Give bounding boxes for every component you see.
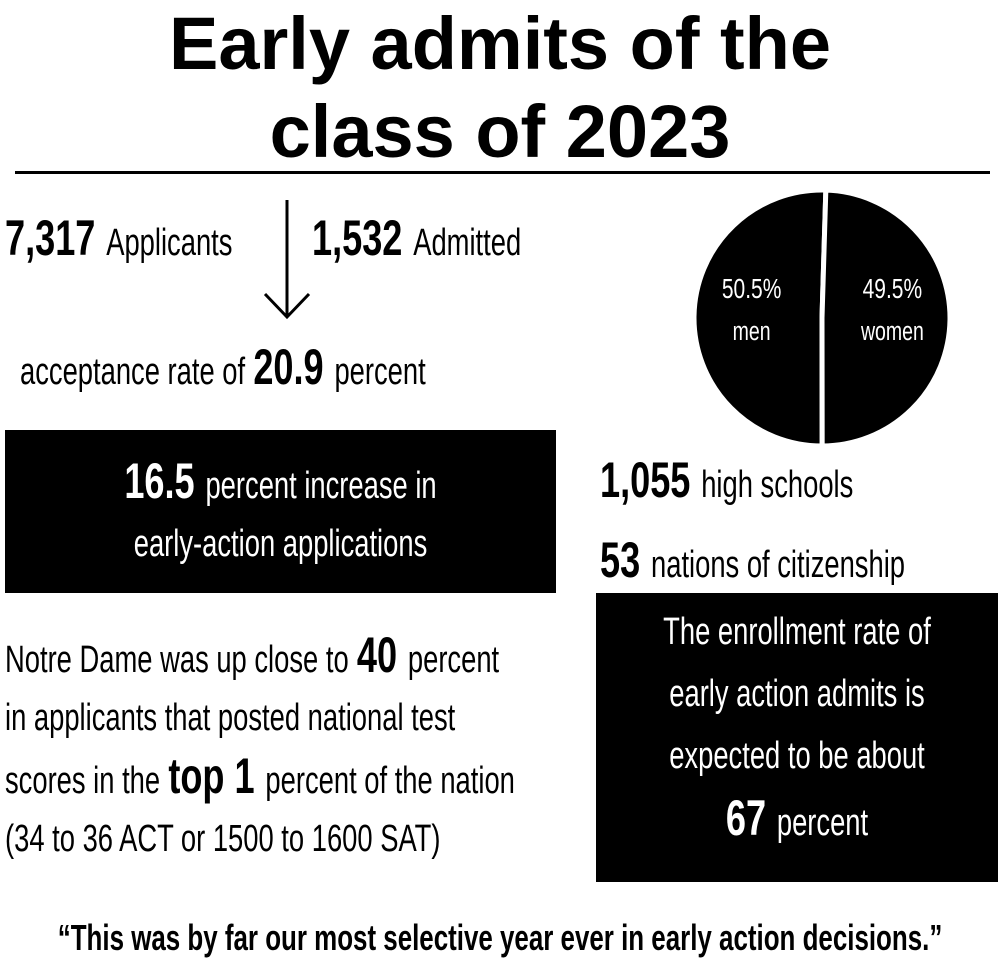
label: Admitted — [413, 222, 522, 264]
highlight: 40 — [356, 627, 398, 683]
increase-box: 16.5 percent increase in early-action appl… — [5, 430, 556, 593]
test-scores: Notre Dame was up close to 40 percent in ap… — [5, 626, 783, 868]
text-line: 67 percent — [596, 787, 998, 854]
text: percent increase in — [205, 465, 437, 507]
text: percent — [407, 639, 500, 681]
schools: 1,055 high schools — [600, 448, 1000, 517]
enrollment-box: The enrollment rate of early action admit… — [596, 593, 998, 882]
text: high schools — [701, 464, 854, 506]
text-line: 53 nations of citizenship — [600, 528, 1000, 597]
text: early action admits is — [669, 673, 925, 715]
highlight: 67 — [725, 790, 767, 846]
highlight: 1,055 — [600, 452, 691, 508]
text-line: expected to be about — [596, 725, 998, 787]
text-line: early-action applications — [5, 515, 556, 573]
slice-value: 49.5% — [863, 274, 923, 305]
text: in applicants that posted national test — [5, 697, 456, 739]
text: acceptance rate of — [20, 351, 246, 393]
text: percent — [776, 802, 869, 844]
text: early-action applications — [133, 523, 428, 565]
divider — [15, 171, 990, 174]
admitted: 1,532 Admitted — [312, 206, 521, 275]
text-line: (34 to 36 ACT or 1500 to 1600 SAT) — [5, 810, 565, 868]
title: Early admits of the — [168, 2, 832, 85]
text: nations of citizenship — [651, 544, 905, 586]
label: Applicants — [106, 222, 233, 264]
highlight: 16.5 — [124, 453, 195, 509]
text: Notre Dame was up close to — [5, 639, 349, 681]
number: 7,317 — [5, 210, 96, 266]
highlight: 20.9 — [253, 339, 324, 395]
applicants: 7,317 Applicants — [5, 206, 232, 275]
pie-slice — [691, 187, 829, 449]
text: scores in the — [5, 760, 161, 802]
highlight: top 1 — [168, 748, 255, 804]
text: expected to be about — [669, 735, 925, 777]
text-line: 1,055 high schools — [600, 448, 1000, 517]
text-line: The enrollment rate of — [596, 601, 998, 663]
text-line: in applicants that posted national test — [5, 689, 565, 747]
quote: “This was by far our most selective year… — [57, 917, 943, 958]
slice-label: women — [860, 316, 924, 345]
nations: 53 nations of citizenship — [600, 528, 1000, 597]
arrow — [263, 200, 311, 320]
text: (34 to 36 ACT or 1500 to 1600 SAT) — [5, 818, 441, 860]
text: percent of the nation — [265, 760, 515, 802]
slice-value: 50.5% — [722, 274, 782, 305]
text: The enrollment rate of — [663, 611, 931, 653]
text-line: acceptance rate of 20.9 percent — [20, 332, 560, 407]
acceptance: acceptance rate of 20.9 percent — [20, 332, 770, 407]
text-line: scores in the top 1 percent of the nation — [5, 747, 565, 810]
pie-chart: 50.5% men 49.5% women — [691, 187, 953, 449]
text-line: early action admits is — [596, 663, 998, 725]
number: 1,532 — [312, 210, 403, 266]
text: percent — [334, 351, 426, 393]
text-line: 16.5 percent increase in — [5, 452, 556, 515]
highlight: 53 — [600, 532, 641, 588]
title: class of 2023 — [269, 90, 731, 173]
pie-slice — [819, 187, 953, 449]
slice-label: men — [733, 316, 771, 345]
text-line: Notre Dame was up close to 40 percent — [5, 626, 565, 689]
